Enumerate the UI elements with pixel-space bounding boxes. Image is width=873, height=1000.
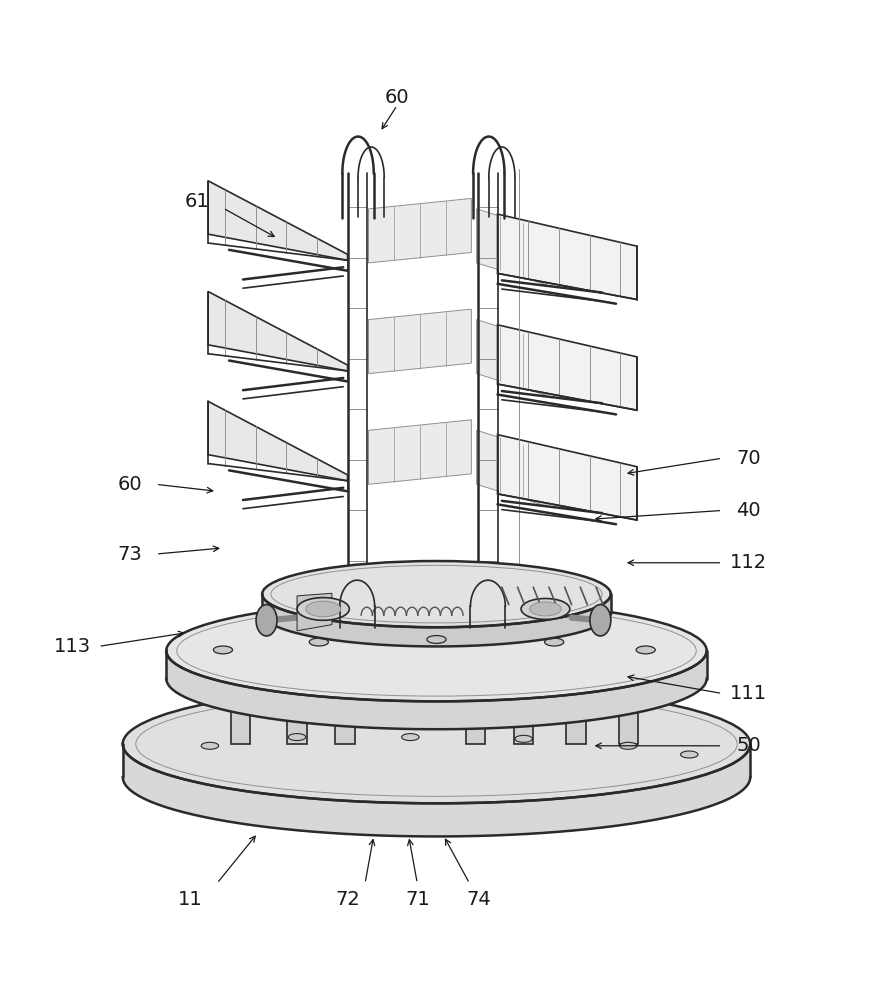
Text: 72: 72 <box>335 890 360 909</box>
Polygon shape <box>297 593 332 631</box>
Polygon shape <box>123 744 750 836</box>
Ellipse shape <box>530 602 561 616</box>
Polygon shape <box>368 420 471 484</box>
Text: 71: 71 <box>405 890 430 909</box>
Text: 60: 60 <box>117 475 142 494</box>
Ellipse shape <box>590 605 611 636</box>
Ellipse shape <box>309 638 328 646</box>
Ellipse shape <box>123 685 750 803</box>
Ellipse shape <box>201 742 218 749</box>
Ellipse shape <box>262 561 611 627</box>
Polygon shape <box>619 679 638 744</box>
Text: 70: 70 <box>736 449 761 468</box>
Ellipse shape <box>636 646 656 654</box>
Text: 74: 74 <box>466 890 491 909</box>
Text: 40: 40 <box>736 501 761 520</box>
Polygon shape <box>262 594 611 646</box>
Polygon shape <box>477 320 546 395</box>
Polygon shape <box>567 679 586 744</box>
Polygon shape <box>498 325 637 410</box>
Ellipse shape <box>402 734 419 741</box>
Text: 112: 112 <box>730 553 767 572</box>
Polygon shape <box>287 679 306 744</box>
Text: 61: 61 <box>184 192 210 211</box>
Polygon shape <box>466 679 485 744</box>
Text: 50: 50 <box>736 736 761 755</box>
Polygon shape <box>166 651 707 729</box>
Ellipse shape <box>213 646 232 654</box>
Ellipse shape <box>306 601 340 617</box>
Polygon shape <box>368 198 471 263</box>
Polygon shape <box>230 679 250 744</box>
Polygon shape <box>368 309 471 374</box>
Polygon shape <box>514 679 533 744</box>
Polygon shape <box>477 209 546 285</box>
Polygon shape <box>208 181 347 260</box>
Ellipse shape <box>620 742 637 749</box>
Ellipse shape <box>681 751 698 758</box>
Polygon shape <box>477 430 546 506</box>
Polygon shape <box>498 435 637 520</box>
Ellipse shape <box>515 735 533 742</box>
Ellipse shape <box>297 598 349 620</box>
Polygon shape <box>335 679 354 744</box>
Text: 111: 111 <box>730 684 767 703</box>
Ellipse shape <box>256 605 277 636</box>
Polygon shape <box>208 292 347 371</box>
Text: 11: 11 <box>178 890 203 909</box>
Ellipse shape <box>545 638 564 646</box>
Polygon shape <box>498 214 637 300</box>
Text: 60: 60 <box>385 88 409 107</box>
Text: 113: 113 <box>53 637 91 656</box>
Text: 73: 73 <box>117 545 142 564</box>
Polygon shape <box>208 401 347 481</box>
Ellipse shape <box>521 598 570 619</box>
Ellipse shape <box>288 734 306 741</box>
Ellipse shape <box>427 636 446 643</box>
Ellipse shape <box>166 600 707 701</box>
